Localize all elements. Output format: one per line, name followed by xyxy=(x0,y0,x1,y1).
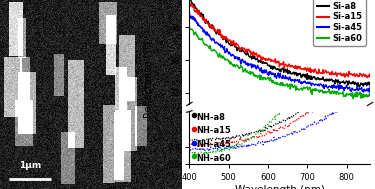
Text: NH-a45: NH-a45 xyxy=(196,140,231,149)
Text: NH-a15: NH-a15 xyxy=(196,126,231,135)
Legend: Si-a8, Si-a15, Si-a45, Si-a60: Si-a8, Si-a15, Si-a45, Si-a60 xyxy=(314,0,366,46)
Text: NH-a8: NH-a8 xyxy=(196,113,225,122)
Text: Reflectance (%): Reflectance (%) xyxy=(143,41,153,118)
Text: NH-a60: NH-a60 xyxy=(196,154,231,163)
Text: 1μm: 1μm xyxy=(19,161,41,170)
X-axis label: Wavelength (nm): Wavelength (nm) xyxy=(235,185,325,189)
